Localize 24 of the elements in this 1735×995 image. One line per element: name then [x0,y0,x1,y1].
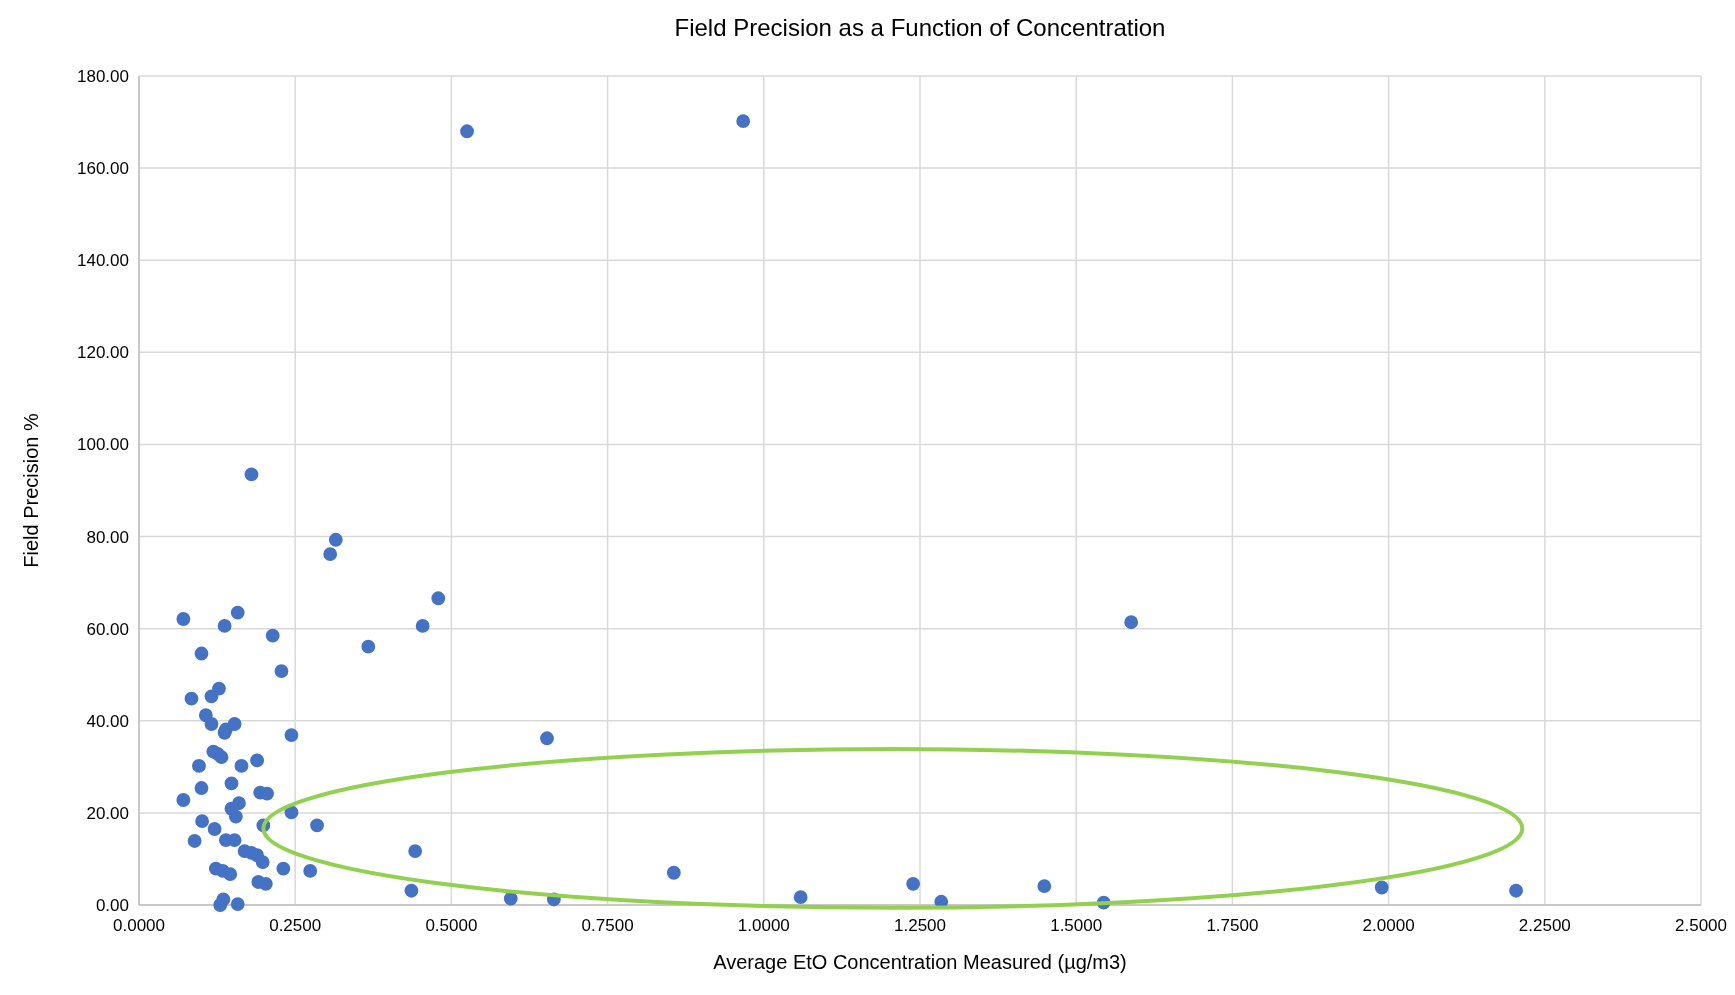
x-tick-label: 1.2500 [894,916,946,935]
x-tick-label: 1.5000 [1050,916,1103,935]
y-tick-label: 80.00 [86,527,129,547]
x-tick-label: 2.2500 [1518,916,1571,935]
y-axis-title: Field Precision % [20,413,42,568]
y-tick-label: 180.00 [77,67,129,86]
x-tick-label: 0.7500 [581,916,634,935]
y-tick-label: 60.00 [86,619,129,639]
x-tick-label: 1.0000 [737,916,790,935]
x-axis-title: Average EtO Concentration Measured (µg/m3) [713,951,1127,973]
y-tick-label: 160.00 [77,159,129,179]
y-tick-label: 20.00 [86,803,129,823]
y-tick-label: 140.00 [77,251,129,271]
x-tick-label: 0.5000 [425,916,478,935]
x-tick-label: 0.2500 [269,916,322,935]
x-tick-label: 1.7500 [1206,916,1259,935]
y-tick-label: 0.00 [95,896,129,915]
x-tick-label: 2.0000 [1362,916,1415,935]
y-tick-label: 100.00 [77,435,129,455]
x-tick-label: 0.0000 [113,916,165,935]
x-tick-label: 2.5000 [1675,916,1727,935]
chart-title: Field Precision as a Function of Concentration [674,14,1166,41]
y-tick-label: 120.00 [77,343,129,363]
y-tick-label: 40.00 [86,711,129,731]
